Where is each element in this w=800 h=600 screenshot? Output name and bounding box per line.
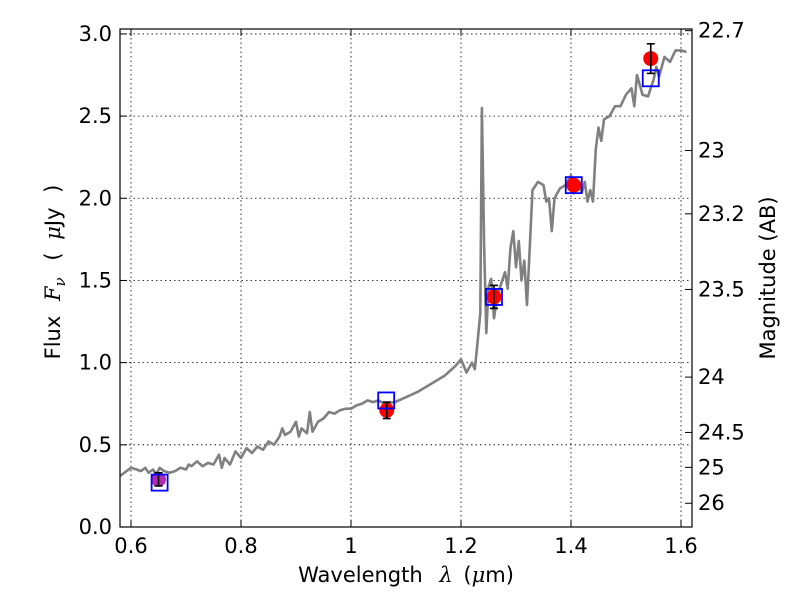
x-tick-label: 1.4 bbox=[554, 534, 587, 558]
y-tick-label: 0.0 bbox=[79, 515, 112, 539]
x-axis-label-word: Wavelength bbox=[298, 563, 423, 587]
y2-axis-label: Magnitude (AB) bbox=[756, 196, 780, 359]
y-axis-label-paren-open: ( bbox=[41, 252, 65, 260]
y-tick-label: 0.5 bbox=[79, 433, 112, 457]
y-axis-label-paren-close: ) bbox=[41, 185, 65, 193]
x-tick-label: 1 bbox=[344, 534, 357, 558]
y-tick-label: 1.0 bbox=[79, 351, 112, 375]
y-axis-label-subscript: ν bbox=[51, 277, 69, 286]
model-square bbox=[564, 176, 583, 195]
model-square bbox=[150, 473, 169, 492]
marker-layer bbox=[150, 42, 660, 492]
x-tick-label: 1.2 bbox=[444, 534, 477, 558]
y-axis-label-unit: Jy bbox=[41, 207, 65, 228]
tick-layer: 0.6 0.8 1 1.2 1.4 1.6 0.0 0.5 1.0 1.5 2.0 2.5 3.0 22.… bbox=[79, 19, 745, 558]
y-axis-label-mu: μ bbox=[41, 226, 65, 240]
x-tick-label: 1.6 bbox=[664, 534, 697, 558]
y2-tick-label: 26 bbox=[698, 491, 725, 515]
y-axis-label: Flux Fν ( μJy ) bbox=[41, 185, 70, 360]
x-axis-label-symbol: λ bbox=[438, 563, 452, 587]
y2-tick-label: 23.5 bbox=[698, 277, 745, 301]
y-tick-label: 2.0 bbox=[79, 186, 112, 210]
plot-frame bbox=[119, 28, 693, 528]
y-tick-label: 3.0 bbox=[79, 22, 112, 46]
y2-tick-label: 24 bbox=[698, 365, 725, 389]
y-axis-label-word: Flux bbox=[41, 316, 65, 360]
model-square bbox=[485, 288, 503, 306]
x-axis-label-paren: ( bbox=[463, 563, 471, 587]
y2-tick-label: 22.7 bbox=[698, 19, 745, 43]
x-axis-label: Wavelength λ (μm) bbox=[298, 563, 514, 587]
model-square bbox=[377, 391, 396, 410]
y-axis-label-symbol: F bbox=[41, 285, 65, 302]
y2-tick-label: 24.5 bbox=[698, 420, 745, 444]
spectrum-layer bbox=[119, 49, 687, 478]
y-tick-label: 1.5 bbox=[79, 268, 112, 292]
x-axis-label-unit: m) bbox=[485, 563, 514, 587]
y2-tick-label: 23.2 bbox=[698, 202, 745, 226]
x-axis-label-mu: μ bbox=[472, 563, 486, 587]
y2-tick-label: 23 bbox=[698, 138, 725, 162]
label-layer: Wavelength λ (μm) Flux Fν ( μJy ) Magnit… bbox=[41, 185, 780, 587]
spectrum-line bbox=[119, 49, 687, 478]
x-tick-label: 0.8 bbox=[224, 534, 257, 558]
x-tick-label: 0.6 bbox=[114, 534, 147, 558]
observed-point bbox=[566, 177, 582, 193]
model-square bbox=[641, 69, 660, 88]
y2-tick-label: 25 bbox=[698, 455, 725, 479]
y-tick-label: 2.5 bbox=[79, 104, 112, 128]
grid-layer bbox=[120, 29, 692, 528]
